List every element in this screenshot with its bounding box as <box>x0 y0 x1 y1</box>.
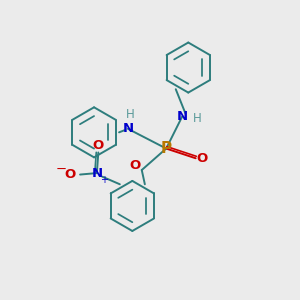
Text: O: O <box>130 159 141 172</box>
Text: P: P <box>160 141 172 156</box>
Text: O: O <box>196 152 208 165</box>
Text: N: N <box>91 167 102 180</box>
Text: N: N <box>177 110 188 123</box>
Text: N: N <box>122 122 134 135</box>
Text: O: O <box>64 168 75 181</box>
Text: H: H <box>193 112 202 125</box>
Text: −: − <box>56 163 67 176</box>
Text: O: O <box>93 140 104 152</box>
Text: H: H <box>126 108 135 121</box>
Text: +: + <box>100 175 108 184</box>
